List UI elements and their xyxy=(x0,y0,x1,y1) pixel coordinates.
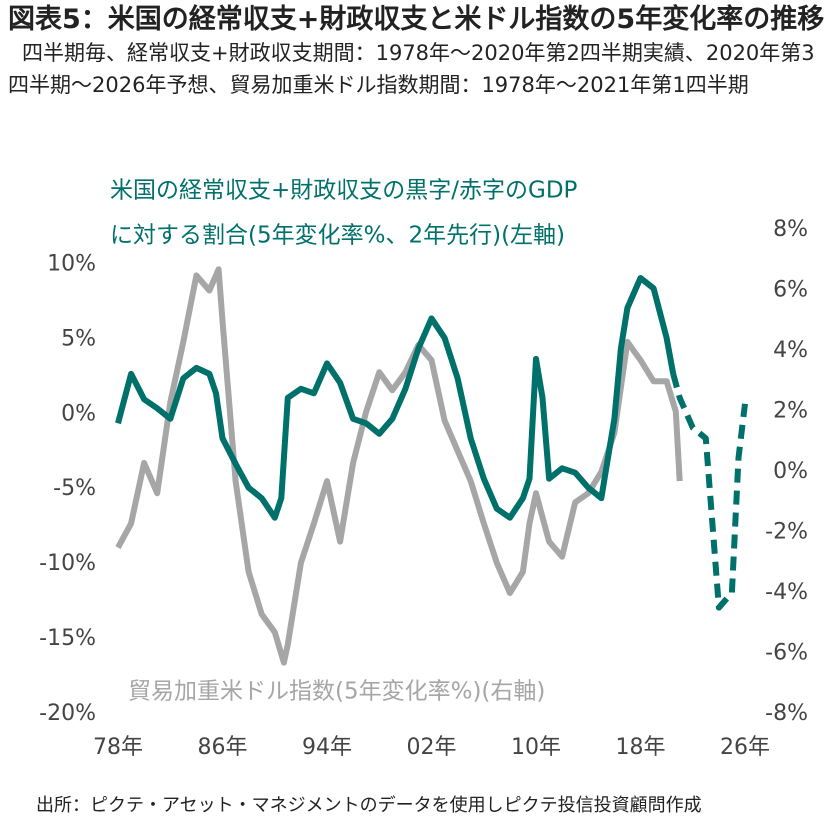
x-tick-label: 10年 xyxy=(511,735,561,760)
y2-tick-label: -8% xyxy=(765,701,808,726)
x-tick-label: 86年 xyxy=(198,735,248,760)
chart-title: 図表5：米国の経常収支+財政収支と米ドル指数の5年変化率の推移 xyxy=(8,4,825,35)
x-tick-label: 26年 xyxy=(720,735,770,760)
y-tick-label: -5% xyxy=(53,476,96,501)
x-tick-label: 78年 xyxy=(93,735,143,760)
y2-tick-label: -2% xyxy=(765,520,808,545)
chart-subtitle: 四半期毎、経常収支+財政収支期間：1978年～2020年第2四半期実績、2020… xyxy=(8,41,815,97)
source: 出所：ピクテ・アセット・マネジメントのデータを使用しピクテ投信投資顧問作成 xyxy=(36,795,702,816)
y-tick-label: -20% xyxy=(39,701,96,726)
annotation: 米国の経常収支+財政収支の黒字/赤字のGDP xyxy=(110,178,578,204)
y-tick-label: -10% xyxy=(39,551,96,576)
y2-tick-label: 2% xyxy=(773,399,808,424)
y2-tick-label: 6% xyxy=(773,278,808,303)
y2-tick-label: 8% xyxy=(773,217,808,242)
y2-tick-label: -4% xyxy=(765,580,808,605)
data-line xyxy=(670,373,748,611)
x-tick-label: 94年 xyxy=(302,735,352,760)
y-tick-label: 0% xyxy=(61,401,96,426)
y2-tick-label: 0% xyxy=(773,459,808,484)
x-tick-label: 02年 xyxy=(407,735,457,760)
annotation: 貿易加重米ドル指数(5年変化率%)(右軸) xyxy=(128,679,545,705)
data-line xyxy=(115,266,683,666)
data-line xyxy=(115,275,677,521)
header: 図表5：米国の経常収支+財政収支と米ドル指数の5年変化率の推移四半期毎、経常収支… xyxy=(8,4,834,102)
y2-tick-label: 4% xyxy=(773,338,808,363)
y2-tick-label: -6% xyxy=(765,641,808,666)
x-tick-label: 18年 xyxy=(616,735,666,760)
y-tick-label: -15% xyxy=(39,626,96,651)
y-tick-label: 10% xyxy=(47,251,96,276)
annotation: に対する割合(5年変化率%、2年先行)(左軸) xyxy=(110,223,565,249)
y-tick-label: 5% xyxy=(61,326,96,351)
